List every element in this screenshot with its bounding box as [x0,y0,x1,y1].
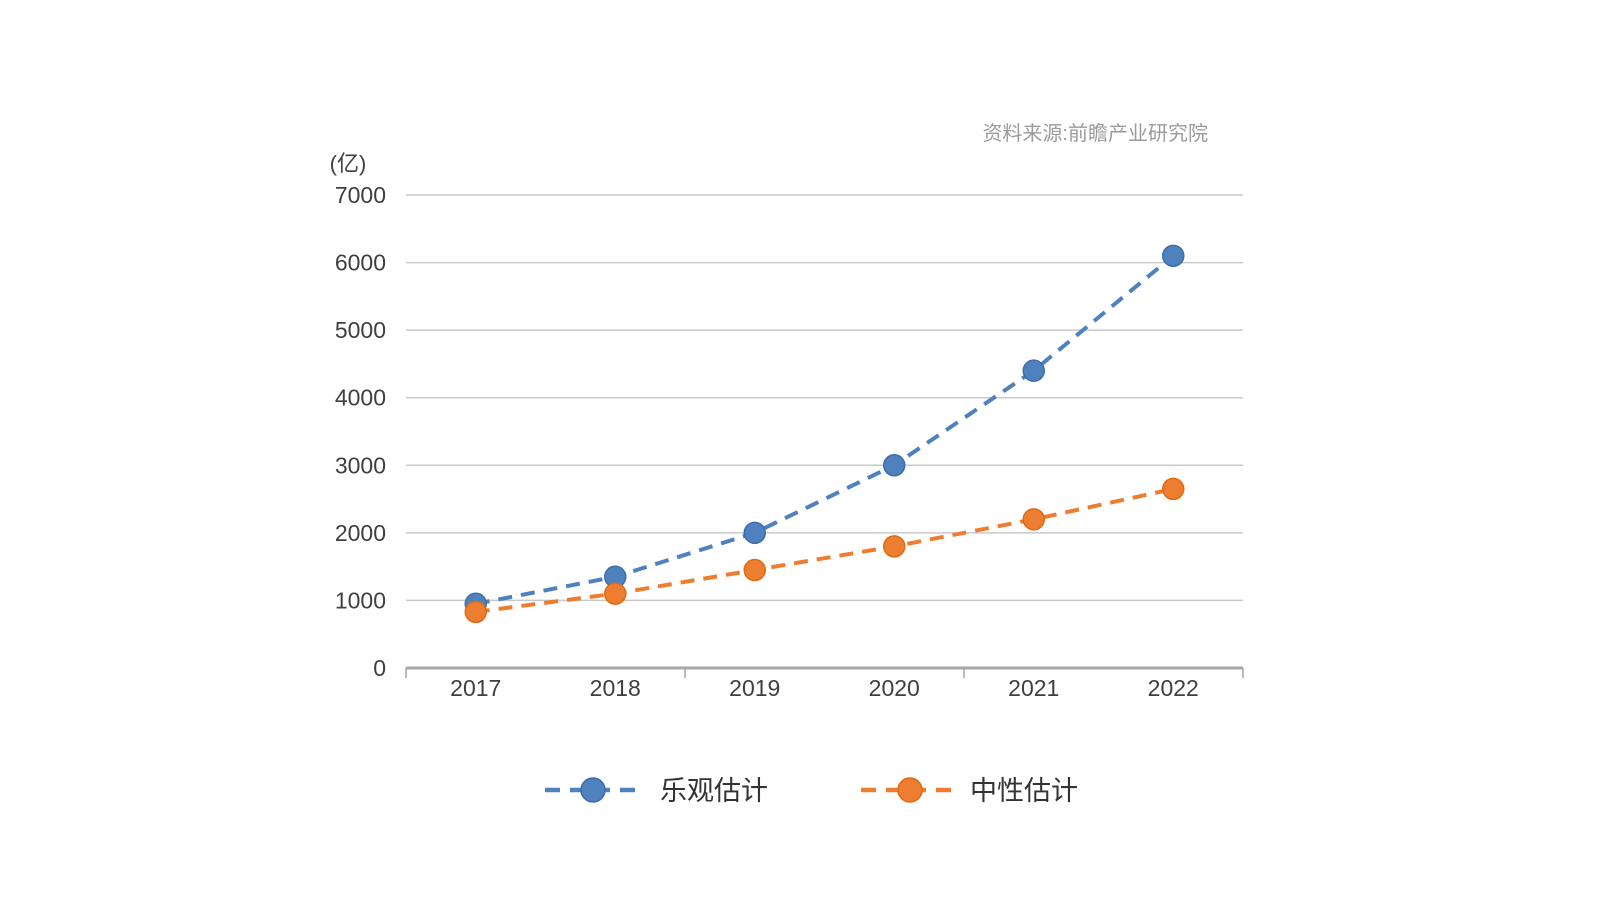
data-point-marker [743,521,766,545]
x-axis-labels: 2017 2018 2019 2020 2021 2022 [450,675,1199,701]
data-point-marker [1162,477,1185,501]
data-point-marker [883,454,906,477]
gridlines [406,194,1243,602]
x-tick-label: 2017 [450,675,501,701]
y-tick-label: 2000 [335,520,386,546]
x-tick-label: 2018 [590,675,641,701]
legend-label: 中性估计 [970,776,1078,806]
x-tick-label: 2021 [1008,675,1059,701]
data-point-marker [743,558,766,582]
legend-marker [580,777,606,803]
x-tick-label: 2022 [1148,675,1199,701]
data-point-marker [1162,244,1185,268]
y-tick-label: 1000 [335,587,386,613]
data-point-marker [1022,508,1045,531]
data-point-marker [1022,359,1045,382]
y-tick-label: 3000 [335,452,386,478]
y-axis-labels: 0 1000 2000 3000 4000 5000 6000 7000 [335,182,386,681]
legend-label: 乐观估计 [660,776,768,806]
legend-marker [897,777,923,803]
legend: 乐观估计 中性估计 [545,776,1078,806]
x-axis [405,666,1244,678]
y-tick-label: 4000 [335,385,386,411]
x-tick-label: 2019 [729,675,780,701]
source-note: 资料来源:前瞻产业研究院 [982,122,1208,145]
series-line [475,486,1174,614]
y-axis-unit-label: (亿) [330,151,367,176]
y-tick-label: 7000 [335,182,386,208]
data-point-marker [883,535,906,558]
y-tick-label: 5000 [335,317,386,343]
y-tick-label: 0 [373,655,386,681]
data-series [464,244,1185,624]
data-point-marker [604,582,627,605]
series-line [475,254,1175,606]
x-tick-label: 2020 [869,675,920,701]
data-point-marker [464,600,487,624]
y-tick-label: 6000 [335,250,386,276]
